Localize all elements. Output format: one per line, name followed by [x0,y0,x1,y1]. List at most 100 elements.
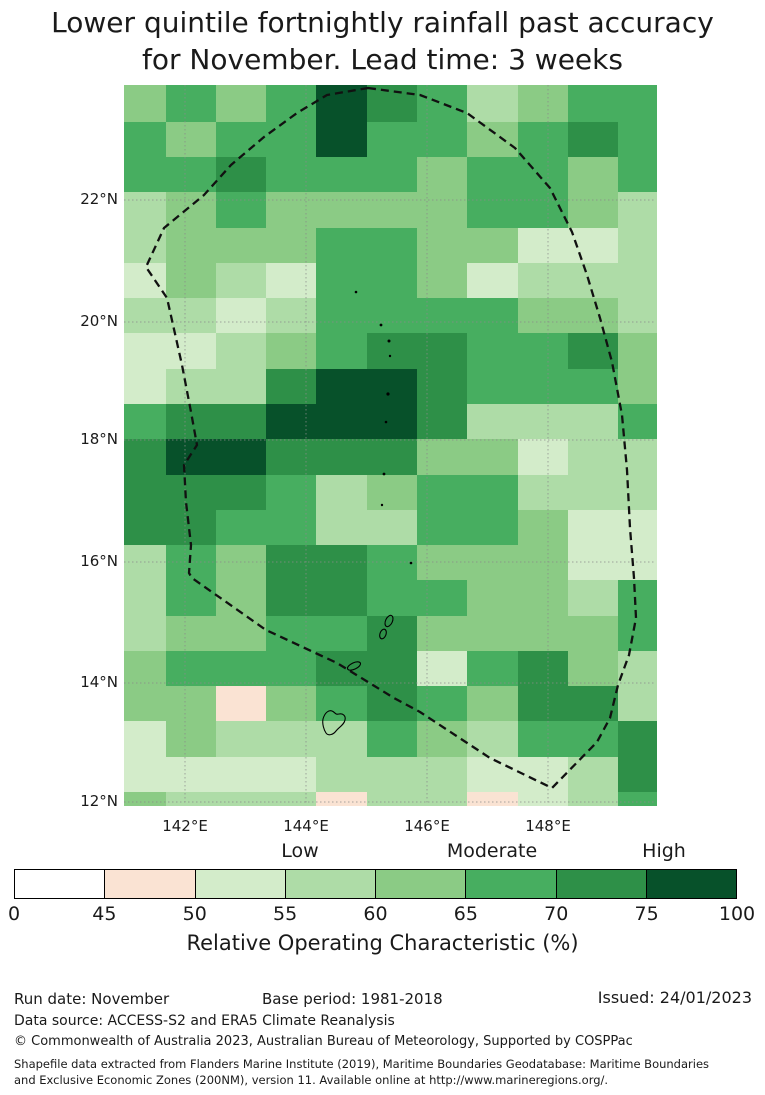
heatmap-cell [517,545,569,581]
heatmap-cell [266,474,317,511]
heatmap-cell [567,192,619,229]
x-tick-label: 146°E [404,817,450,835]
heatmap-cell [467,157,519,193]
heatmap-cell [266,333,317,370]
heatmap-cell [366,298,418,334]
heatmap-cell [467,721,519,758]
heatmap-cell [124,791,167,806]
heatmap-cell [517,580,569,617]
heatmap-cell [215,439,267,476]
heatmap-cell [316,298,368,334]
heatmap-cell [316,227,368,264]
heatmap-cell [215,121,267,158]
heatmap-cell [467,439,519,476]
heatmap-cell [266,227,317,264]
heatmap-cell [366,756,418,793]
colorbar-tick-number: 50 [182,903,207,925]
heatmap-cell [316,192,368,229]
heatmap-cell [618,721,657,758]
y-tick-label: 22°N [80,190,118,208]
heatmap-cell [215,509,267,546]
heatmap-cell [366,333,418,370]
heatmap-cell [618,298,657,334]
heatmap-cell [417,121,468,158]
heatmap-cell [467,474,519,511]
heatmap-cell [124,474,167,511]
copyright-text: © Commonwealth of Australia 2023, Austra… [14,1034,633,1049]
heatmap-cell [215,686,267,722]
heatmap-cell [165,791,217,806]
chart-title-line1: Lower quintile fortnightly rainfall past… [51,6,714,39]
heatmap-cell [417,227,468,264]
heatmap-cell [618,580,657,617]
heatmap-cell [618,439,657,476]
heatmap-cell [316,509,368,546]
heatmap-cell [417,756,468,793]
heatmap-cell [467,650,519,687]
heatmap-cell [366,580,418,617]
colorbar-segment [285,870,376,898]
colorbar-tick-number: 45 [92,903,117,925]
heatmap-cell [165,85,217,123]
shapefile-attribution-line1: Shapefile data extracted from Flanders M… [14,1057,710,1071]
heatmap-cell [467,121,519,158]
heatmap-cell [618,686,657,722]
heatmap-cell [316,368,368,405]
heatmap-cell [618,650,657,687]
heatmap-cell [215,368,267,405]
heatmap-cell [517,227,569,264]
heatmap-cell [517,262,569,299]
heatmap-cell [366,404,418,440]
heatmap-cell [165,333,217,370]
heatmap-cell [417,262,468,299]
heatmap-cell [165,157,217,193]
heatmap-cell [124,121,167,158]
heatmap-cell [618,227,657,264]
heatmap-cell [366,192,418,229]
heatmap-cell [165,545,217,581]
heatmap-cell [124,85,167,123]
heatmap-cell [165,686,217,722]
heatmap-cell [124,404,167,440]
shapefile-attribution-line2: and Exclusive Economic Zones (200NM), ve… [14,1073,609,1087]
heatmap-cell [467,545,519,581]
heatmap-cell [165,756,217,793]
heatmap-cell [417,686,468,722]
y-tick-label: 16°N [80,552,118,570]
heatmap-cell [517,721,569,758]
heatmap-cell [266,298,317,334]
heatmap-cell [316,545,368,581]
heatmap-cell [517,404,569,440]
heatmap-cell [467,192,519,229]
heatmap-cell [266,721,317,758]
heatmap-cell [165,298,217,334]
heatmap-cell [215,85,267,123]
heatmap-cell [215,227,267,264]
heatmap-cell [215,580,267,617]
heatmap-cell [517,509,569,546]
heatmap-cell [366,545,418,581]
heatmap-cell [266,121,317,158]
heatmap-cell [467,791,519,806]
heatmap-cell [215,333,267,370]
heatmap-cell [124,157,167,193]
heatmap-cell [165,650,217,687]
heatmap-cell [417,368,468,405]
map-plot-area [124,85,657,806]
heatmap-cell [165,121,217,158]
heatmap-cell [266,509,317,546]
heatmap-cell [467,404,519,440]
heatmap-cell [165,615,217,652]
heatmap-cell [618,262,657,299]
heatmap-cell [618,791,657,806]
heatmap-cell [124,721,167,758]
colorbar-tick-number: 60 [363,903,388,925]
heatmap-cell [266,439,317,476]
heatmap-cell [165,368,217,405]
heatmap-cell [316,580,368,617]
data-source-text: Data source: ACCESS-S2 and ERA5 Climate … [14,1013,395,1029]
heatmap-cell [467,686,519,722]
heatmap-cell [467,756,519,793]
heatmap-cell [618,509,657,546]
heatmap-cell [165,227,217,264]
